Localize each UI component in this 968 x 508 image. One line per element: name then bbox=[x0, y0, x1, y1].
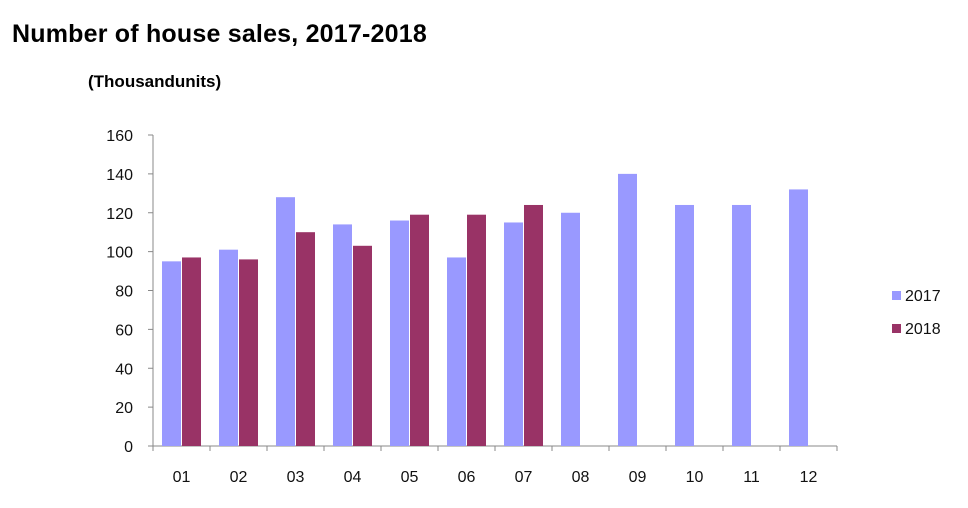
bar-2017-04 bbox=[333, 224, 352, 446]
x-tick-label: 06 bbox=[458, 469, 476, 486]
bar-2018-07 bbox=[524, 204, 543, 446]
legend-label-2018: 2018 bbox=[905, 321, 941, 338]
legend-label-2017: 2017 bbox=[905, 288, 941, 305]
bar-2017-02 bbox=[219, 249, 238, 446]
x-tick-label: 10 bbox=[686, 469, 704, 486]
legend: 2017 2018 bbox=[892, 288, 941, 338]
y-tick-label: 160 bbox=[106, 128, 133, 145]
x-tick-label: 05 bbox=[401, 469, 419, 486]
bar-2018-05 bbox=[410, 214, 429, 446]
x-tick-label: 03 bbox=[287, 469, 305, 486]
chart-title: Number of house sales, 2017-2018 bbox=[12, 20, 427, 48]
bar-2018-04 bbox=[353, 245, 372, 446]
y-tick-label: 120 bbox=[106, 206, 133, 223]
x-tick-label: 02 bbox=[230, 469, 248, 486]
bar-2017-05 bbox=[390, 220, 409, 446]
x-tick-label: 11 bbox=[743, 469, 760, 486]
y-tick-label: 60 bbox=[115, 322, 133, 339]
y-tick-label: 40 bbox=[115, 361, 133, 378]
bar-2017-06 bbox=[447, 257, 466, 446]
x-tick-label: 12 bbox=[800, 469, 818, 486]
y-unit-label: (Thousandunits) bbox=[88, 72, 222, 91]
y-tick-label: 100 bbox=[106, 245, 133, 262]
x-tick-label: 08 bbox=[572, 469, 590, 486]
bar-2017-12 bbox=[789, 189, 808, 447]
x-tick-label: 09 bbox=[629, 469, 647, 486]
y-tick-label: 0 bbox=[124, 439, 133, 456]
bar-2017-08 bbox=[561, 212, 580, 446]
bar-2018-03 bbox=[296, 232, 315, 446]
bar-2017-10 bbox=[675, 204, 694, 446]
y-tick-label: 80 bbox=[115, 284, 133, 301]
x-tick-label: 01 bbox=[173, 469, 191, 486]
legend-swatch-2017 bbox=[892, 291, 901, 300]
x-tick-label: 07 bbox=[515, 469, 533, 486]
bar-2018-01 bbox=[182, 257, 201, 446]
y-tick-label: 140 bbox=[106, 167, 133, 184]
y-tick-label: 20 bbox=[115, 400, 133, 417]
bar-2017-07 bbox=[504, 222, 523, 446]
bar-2017-09 bbox=[618, 173, 637, 446]
bar-2018-06 bbox=[467, 214, 486, 446]
legend-swatch-2018 bbox=[892, 324, 901, 333]
bars bbox=[162, 173, 808, 447]
bar-2017-11 bbox=[732, 204, 751, 446]
bar-2017-01 bbox=[162, 261, 181, 446]
bar-2017-03 bbox=[276, 197, 295, 446]
x-tick-label: 04 bbox=[344, 469, 362, 486]
axes: 0 20 40 60 80 100 120 140 160 01 02 03 04 05 06 07 08 09 1… bbox=[106, 128, 838, 486]
bar-2018-02 bbox=[239, 259, 258, 446]
